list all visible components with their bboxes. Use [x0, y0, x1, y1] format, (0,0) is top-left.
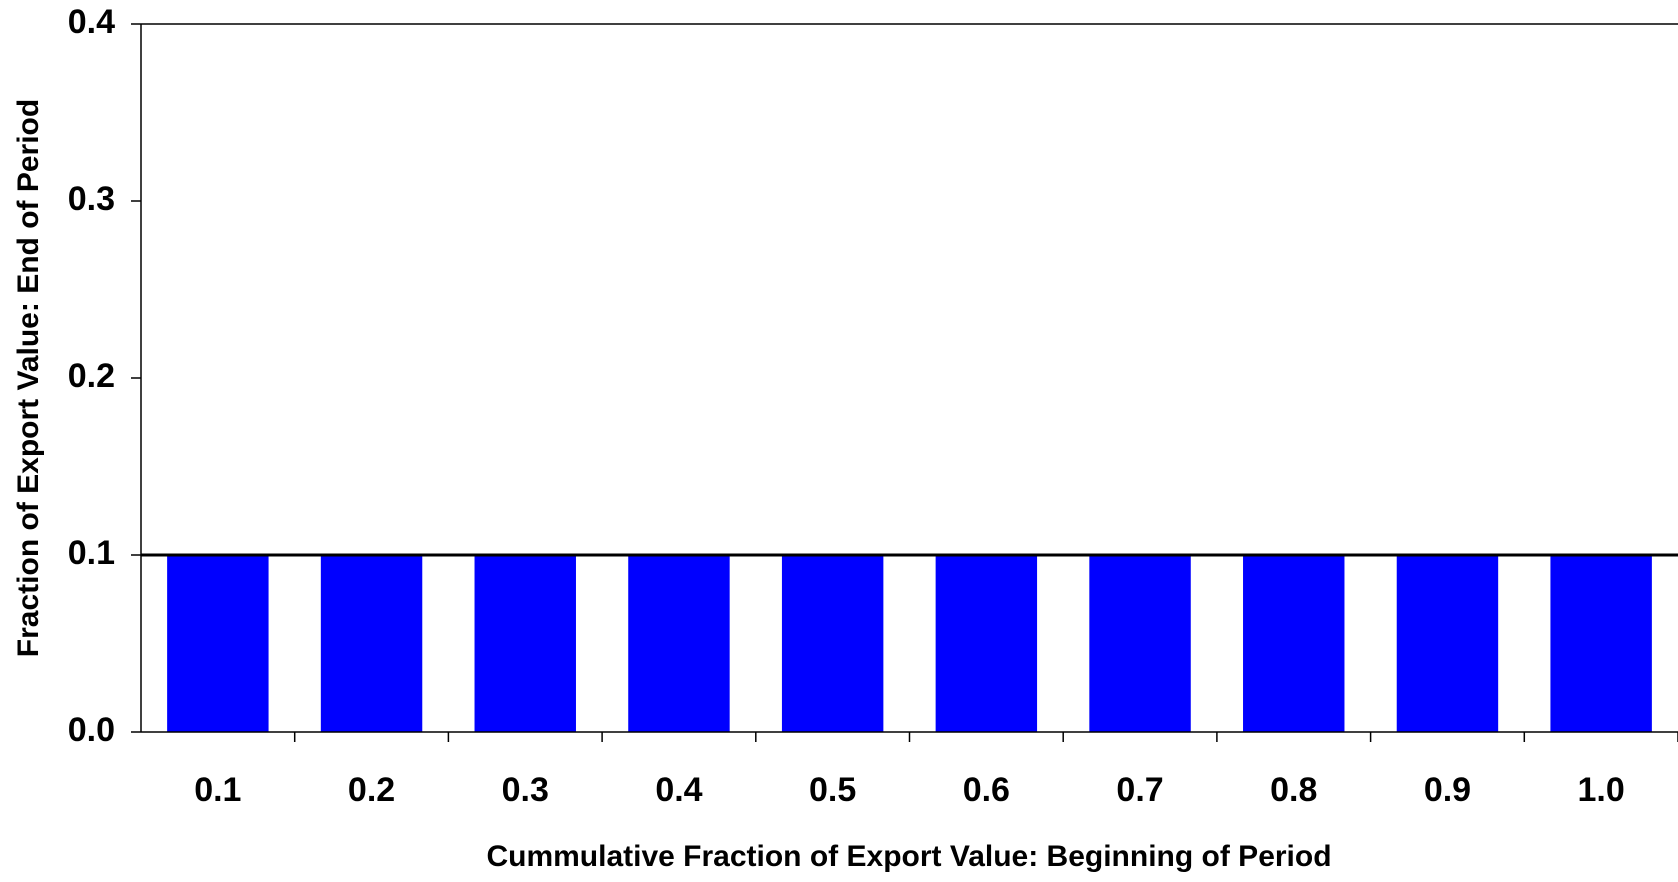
- x-tick-label: 0.6: [963, 771, 1010, 809]
- x-tick-label: 0.1: [194, 771, 241, 809]
- bar: [1089, 555, 1191, 732]
- x-axis-title: Cummulative Fraction of Export Value: Be…: [486, 840, 1331, 873]
- y-tick-label: 0.1: [68, 534, 115, 572]
- x-tick-label: 0.7: [1116, 771, 1163, 809]
- x-tick-label: 0.2: [348, 771, 395, 809]
- x-tick-label: 1.0: [1578, 771, 1625, 809]
- bar: [628, 555, 730, 732]
- bar: [935, 555, 1038, 732]
- y-tick-label: 0.0: [68, 711, 115, 749]
- x-tick-label: 0.8: [1270, 771, 1317, 809]
- bar: [1550, 555, 1652, 732]
- bar: [320, 555, 423, 732]
- y-tick-label: 0.3: [68, 180, 115, 218]
- x-tick-label: 0.5: [809, 771, 856, 809]
- y-tick-label: 0.2: [68, 357, 115, 395]
- y-tick-label: 0.4: [68, 3, 115, 41]
- bar: [1396, 555, 1499, 732]
- bar: [1243, 555, 1345, 732]
- bar: [167, 555, 269, 732]
- x-tick-label: 0.4: [655, 771, 702, 809]
- x-tick-label: 0.9: [1424, 771, 1471, 809]
- x-tick-label: 0.3: [502, 771, 549, 809]
- y-axis-title: Fraction of Export Value: End of Period: [12, 99, 45, 657]
- bar: [474, 555, 576, 732]
- bar: [781, 555, 884, 732]
